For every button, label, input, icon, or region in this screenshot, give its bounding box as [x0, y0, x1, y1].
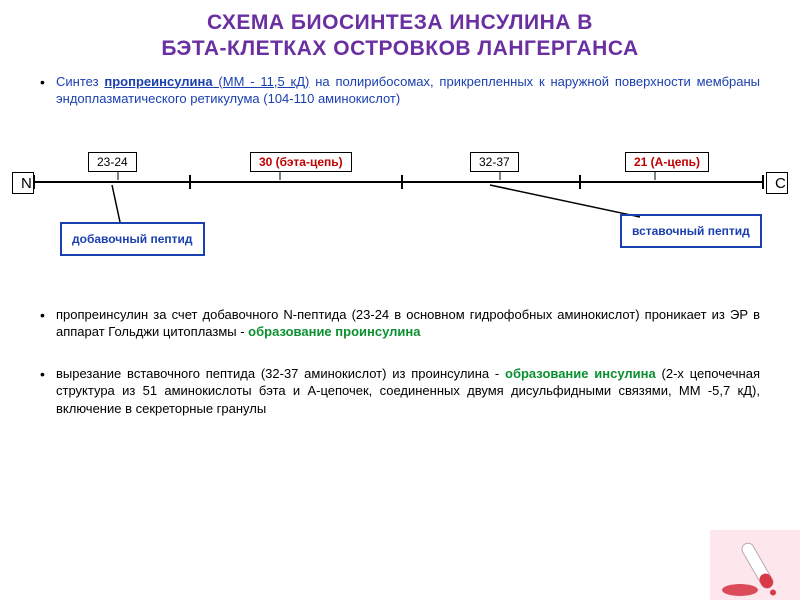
peptide-box-0: добавочный пептид — [60, 222, 205, 256]
segment-label-1: 30 (бэта-цепь) — [250, 152, 352, 172]
bullet-1: Синтез пропреинсулина (ММ - 11,5 кД) на … — [0, 69, 800, 112]
bullet-3: вырезание вставочного пептида (32-37 ами… — [0, 361, 800, 422]
segment-label-3: 21 (А-цепь) — [625, 152, 709, 172]
title-line1: СХЕМА БИОСИНТЕЗА ИНСУЛИНА В — [207, 11, 593, 34]
preproinsulin-diagram: N C 23-2430 (бэта-цепь)32-3721 (А-цепь) … — [0, 122, 800, 272]
n-terminus-box: N — [12, 172, 34, 194]
page-title: СХЕМА БИОСИНТЕЗА ИНСУЛИНА В БЭТА-КЛЕТКАХ… — [0, 0, 800, 69]
title-line2: БЭТА-КЛЕТКАХ ОСТРОВКОВ ЛАНГЕРГАНСА — [161, 37, 638, 60]
segment-label-0: 23-24 — [88, 152, 137, 172]
c-terminus-box: C — [766, 172, 788, 194]
test-tube-decoration — [710, 530, 800, 600]
peptide-box-1: вставочный пептид — [620, 214, 762, 248]
bullet-2: пропреинсулин за счет добавочного N-пепт… — [0, 302, 800, 345]
segment-label-2: 32-37 — [470, 152, 519, 172]
